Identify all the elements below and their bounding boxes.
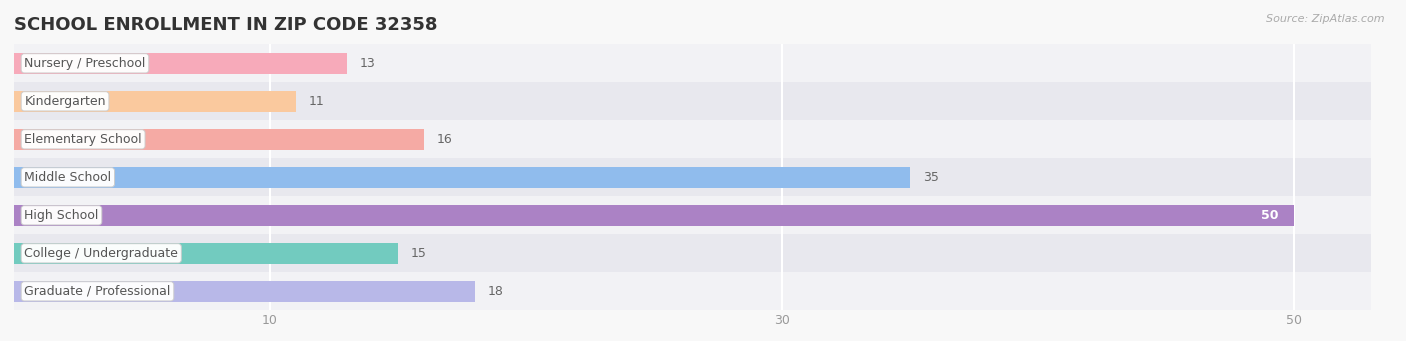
Bar [14, 243, 398, 264]
Text: 50: 50 [1261, 209, 1278, 222]
Text: Source: ZipAtlas.com: Source: ZipAtlas.com [1267, 14, 1385, 24]
Text: College / Undergraduate: College / Undergraduate [24, 247, 179, 260]
Bar [14, 205, 1294, 226]
Bar [14, 272, 1371, 310]
Bar [14, 82, 1371, 120]
Bar [14, 44, 1371, 82]
Text: 13: 13 [360, 57, 375, 70]
Bar [14, 234, 1371, 272]
Text: Kindergarten: Kindergarten [24, 95, 105, 108]
Text: SCHOOL ENROLLMENT IN ZIP CODE 32358: SCHOOL ENROLLMENT IN ZIP CODE 32358 [14, 16, 437, 34]
Bar [14, 53, 347, 74]
Bar [14, 158, 1371, 196]
Bar [14, 129, 423, 150]
Bar [14, 167, 910, 188]
Bar [14, 120, 1371, 158]
Bar [14, 91, 295, 112]
Bar [14, 196, 1371, 234]
Text: Nursery / Preschool: Nursery / Preschool [24, 57, 146, 70]
Text: 35: 35 [922, 171, 939, 184]
Bar [14, 281, 475, 302]
Text: Middle School: Middle School [24, 171, 111, 184]
Text: 11: 11 [308, 95, 325, 108]
Text: 15: 15 [411, 247, 427, 260]
Text: High School: High School [24, 209, 98, 222]
Text: Graduate / Professional: Graduate / Professional [24, 285, 170, 298]
Text: 16: 16 [436, 133, 453, 146]
Text: Elementary School: Elementary School [24, 133, 142, 146]
Text: 18: 18 [488, 285, 503, 298]
